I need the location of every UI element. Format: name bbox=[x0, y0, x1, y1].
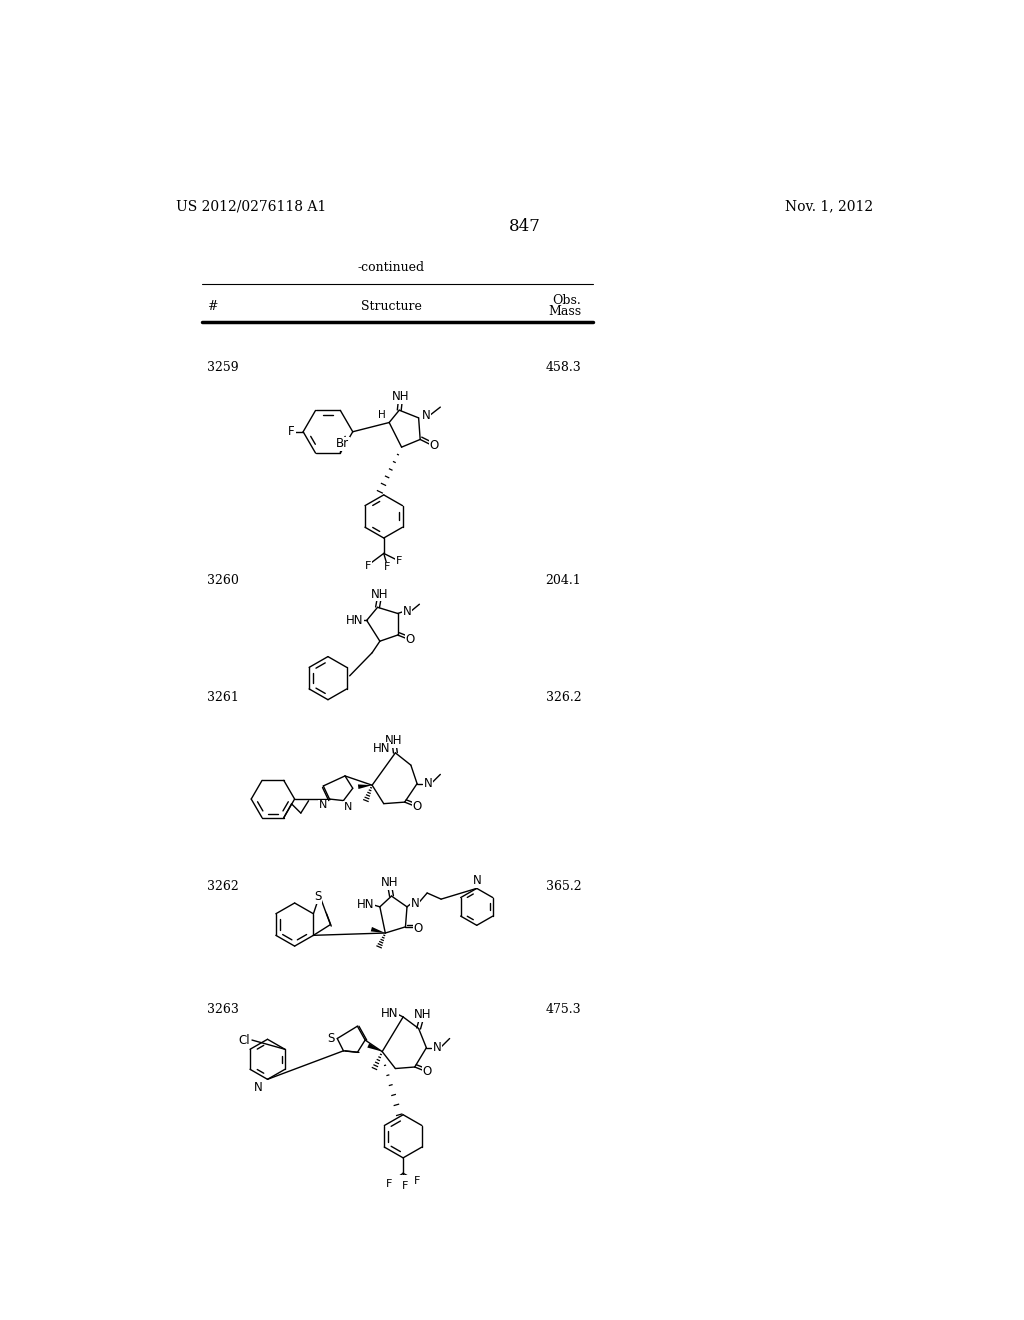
Text: O: O bbox=[413, 800, 422, 813]
Text: HN: HN bbox=[357, 898, 375, 911]
Text: N: N bbox=[319, 800, 328, 810]
Text: N: N bbox=[411, 898, 419, 911]
Text: 326.2: 326.2 bbox=[546, 690, 582, 704]
Text: N: N bbox=[344, 801, 352, 812]
Text: S: S bbox=[328, 1032, 335, 1045]
Polygon shape bbox=[358, 784, 372, 789]
Text: N: N bbox=[433, 1041, 441, 1055]
Text: N: N bbox=[402, 606, 412, 619]
Text: 365.2: 365.2 bbox=[546, 879, 582, 892]
Text: Br: Br bbox=[336, 437, 349, 450]
Text: NH: NH bbox=[371, 587, 389, 601]
Text: O: O bbox=[406, 634, 415, 647]
Text: S: S bbox=[314, 890, 322, 903]
Text: Obs.: Obs. bbox=[553, 294, 582, 308]
Text: 3263: 3263 bbox=[207, 1003, 239, 1016]
Text: 3260: 3260 bbox=[207, 574, 239, 587]
Text: NH: NH bbox=[392, 389, 410, 403]
Text: 3259: 3259 bbox=[207, 362, 239, 375]
Text: O: O bbox=[414, 921, 423, 935]
Text: F: F bbox=[384, 562, 390, 573]
Text: O: O bbox=[429, 440, 438, 453]
Text: NH: NH bbox=[381, 876, 398, 890]
Text: N: N bbox=[424, 777, 432, 791]
Text: F: F bbox=[386, 1179, 392, 1189]
Polygon shape bbox=[371, 927, 385, 933]
Text: H: H bbox=[378, 409, 385, 420]
Text: N: N bbox=[254, 1081, 262, 1093]
Polygon shape bbox=[368, 1043, 382, 1052]
Text: HN: HN bbox=[345, 614, 364, 627]
Text: 458.3: 458.3 bbox=[546, 362, 582, 375]
Text: F: F bbox=[414, 1176, 420, 1185]
Text: F: F bbox=[396, 556, 402, 566]
Text: F: F bbox=[366, 561, 372, 570]
Text: Cl: Cl bbox=[239, 1034, 250, 1047]
Text: 204.1: 204.1 bbox=[546, 574, 582, 587]
Text: F: F bbox=[401, 1181, 408, 1192]
Text: HN: HN bbox=[373, 742, 390, 755]
Text: N: N bbox=[472, 874, 481, 887]
Text: NH: NH bbox=[385, 734, 402, 747]
Text: O: O bbox=[423, 1065, 432, 1078]
Text: NH: NH bbox=[414, 1008, 431, 1022]
Text: 847: 847 bbox=[509, 218, 541, 235]
Text: Structure: Structure bbox=[361, 300, 422, 313]
Text: 3261: 3261 bbox=[207, 690, 239, 704]
Text: HN: HN bbox=[381, 1007, 398, 1019]
Text: N: N bbox=[422, 409, 431, 422]
Text: -continued: -continued bbox=[358, 261, 425, 275]
Text: F: F bbox=[288, 425, 295, 438]
Text: Mass: Mass bbox=[548, 305, 582, 318]
Text: #: # bbox=[207, 300, 217, 313]
Text: 475.3: 475.3 bbox=[546, 1003, 582, 1016]
Text: 3262: 3262 bbox=[207, 879, 239, 892]
Text: US 2012/0276118 A1: US 2012/0276118 A1 bbox=[176, 199, 327, 213]
Text: Nov. 1, 2012: Nov. 1, 2012 bbox=[785, 199, 873, 213]
